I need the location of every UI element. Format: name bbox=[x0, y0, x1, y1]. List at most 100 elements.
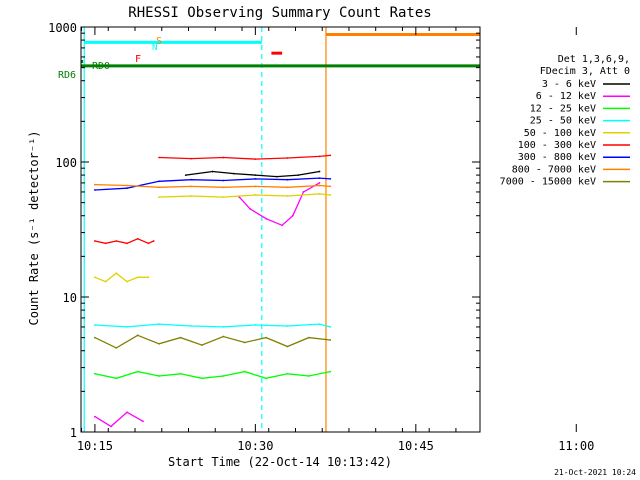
series-point-4 bbox=[254, 194, 257, 196]
series-point-1 bbox=[543, 56, 545, 58]
series-point-5 bbox=[136, 237, 139, 240]
y-tick-label-1: 10 bbox=[63, 291, 77, 305]
series-point-1 bbox=[126, 411, 128, 414]
series-point-7 bbox=[254, 185, 257, 188]
x-tick-label-3: 11:00 bbox=[558, 439, 594, 453]
legend: Det 1,3,6,9, FDecim 3, Att 0 3 - 6 keV6 … bbox=[500, 54, 630, 188]
series-point-4 bbox=[126, 280, 128, 283]
plot-frame bbox=[80, 26, 481, 433]
series-point-7 bbox=[190, 185, 193, 188]
series-point-3 bbox=[318, 323, 321, 325]
series-line-8-seg-1 bbox=[544, 332, 640, 364]
legend-label-6: 300 - 800 keV bbox=[518, 152, 596, 163]
legend-label-7: 800 - 7000 keV bbox=[512, 164, 596, 175]
series-point-3 bbox=[575, 236, 577, 238]
series-point-1 bbox=[265, 217, 267, 220]
legend-label-8: 7000 - 15000 keV bbox=[500, 177, 596, 188]
series-point-2 bbox=[158, 375, 161, 377]
series-point-6 bbox=[329, 178, 332, 180]
series-point-3 bbox=[254, 324, 257, 326]
series-point-1 bbox=[142, 420, 144, 423]
series-point-6 bbox=[608, 174, 610, 176]
footer-date: 21-Oct-2021 10:24 bbox=[554, 468, 636, 477]
series-point-4 bbox=[190, 195, 193, 197]
series-point-4 bbox=[286, 195, 289, 197]
series-point-4 bbox=[94, 276, 96, 279]
series-line-2-seg-1 bbox=[544, 219, 640, 327]
legend-label-5: 100 - 300 keV bbox=[518, 140, 596, 151]
flag-label-n: N bbox=[152, 43, 157, 53]
series-line-0-seg-0 bbox=[185, 170, 320, 178]
series-point-5 bbox=[318, 155, 321, 158]
series-point-2 bbox=[543, 232, 545, 234]
flag-label-s: S bbox=[156, 36, 162, 47]
series-line-3-seg-1 bbox=[544, 233, 640, 249]
series-point-6 bbox=[94, 189, 96, 191]
flag-label-rd0: RD0 bbox=[92, 61, 110, 72]
series-point-2 bbox=[115, 377, 118, 380]
series-point-5 bbox=[115, 240, 118, 242]
series-point-2 bbox=[608, 296, 610, 298]
series-point-4 bbox=[104, 280, 107, 283]
series-point-7 bbox=[158, 186, 161, 189]
series-point-1 bbox=[249, 207, 251, 210]
series-point-4 bbox=[318, 193, 321, 195]
legend-header-line-2: FDecim 3, Att 0 bbox=[540, 66, 630, 77]
series-point-5 bbox=[104, 242, 107, 245]
series-line-5-seg-1 bbox=[159, 154, 331, 160]
series-point-2 bbox=[307, 375, 310, 377]
series-point-2 bbox=[329, 370, 332, 373]
series-point-4 bbox=[136, 276, 139, 279]
series-point-8 bbox=[543, 350, 545, 352]
series-point-8 bbox=[201, 344, 203, 346]
legend-label-4: 50 - 100 keV bbox=[524, 128, 596, 139]
series-point-3 bbox=[190, 325, 193, 327]
series-point-3 bbox=[286, 325, 289, 327]
series-line-4-seg-2 bbox=[544, 187, 640, 200]
x-tick-label-1: 10:30 bbox=[237, 439, 273, 453]
series-point-1 bbox=[318, 182, 321, 184]
series-point-4 bbox=[222, 196, 225, 199]
x-tick-label-0: 10:15 bbox=[77, 439, 113, 453]
series-line-6-seg-0 bbox=[94, 177, 331, 191]
series-point-7 bbox=[318, 184, 321, 187]
series-line-4-seg-0 bbox=[94, 272, 149, 283]
series-point-1 bbox=[302, 191, 305, 193]
series-point-7 bbox=[608, 183, 610, 185]
series-point-0 bbox=[184, 174, 187, 177]
series-point-4 bbox=[329, 194, 332, 196]
series-line-1-seg-1 bbox=[238, 182, 320, 227]
series-point-2 bbox=[286, 372, 289, 375]
series-point-8 bbox=[286, 345, 289, 348]
series-point-5 bbox=[286, 157, 289, 159]
series-line-8-seg-0 bbox=[94, 334, 331, 349]
series-point-3 bbox=[222, 326, 225, 328]
series-point-5 bbox=[329, 154, 332, 157]
series-point-1 bbox=[291, 214, 294, 217]
series-point-3 bbox=[94, 324, 96, 326]
series-point-8 bbox=[329, 339, 332, 341]
series-point-3 bbox=[158, 323, 161, 325]
series-point-8 bbox=[243, 341, 246, 344]
series-point-8 bbox=[115, 347, 118, 349]
series-point-7 bbox=[286, 186, 289, 189]
chart-title: RHESSI Observing Summary Count Rates bbox=[128, 5, 431, 21]
series-point-2 bbox=[179, 372, 182, 375]
series-point-2 bbox=[629, 302, 631, 304]
series-point-6 bbox=[254, 178, 257, 180]
series-point-8 bbox=[94, 336, 96, 339]
series-point-8 bbox=[136, 334, 139, 337]
series-point-0 bbox=[211, 170, 214, 173]
series-point-1 bbox=[597, 121, 599, 123]
series-point-1 bbox=[618, 127, 620, 129]
series-point-4 bbox=[608, 191, 610, 193]
series-point-8 bbox=[575, 353, 577, 355]
series-point-4 bbox=[115, 272, 118, 275]
series-point-2 bbox=[222, 375, 225, 377]
series-point-8 bbox=[158, 342, 161, 345]
series-point-6 bbox=[158, 180, 161, 183]
y-tick-label-2: 100 bbox=[55, 156, 77, 170]
series-point-5 bbox=[254, 158, 257, 161]
series-line-5-seg-0 bbox=[94, 238, 154, 245]
series-point-1 bbox=[94, 415, 96, 418]
